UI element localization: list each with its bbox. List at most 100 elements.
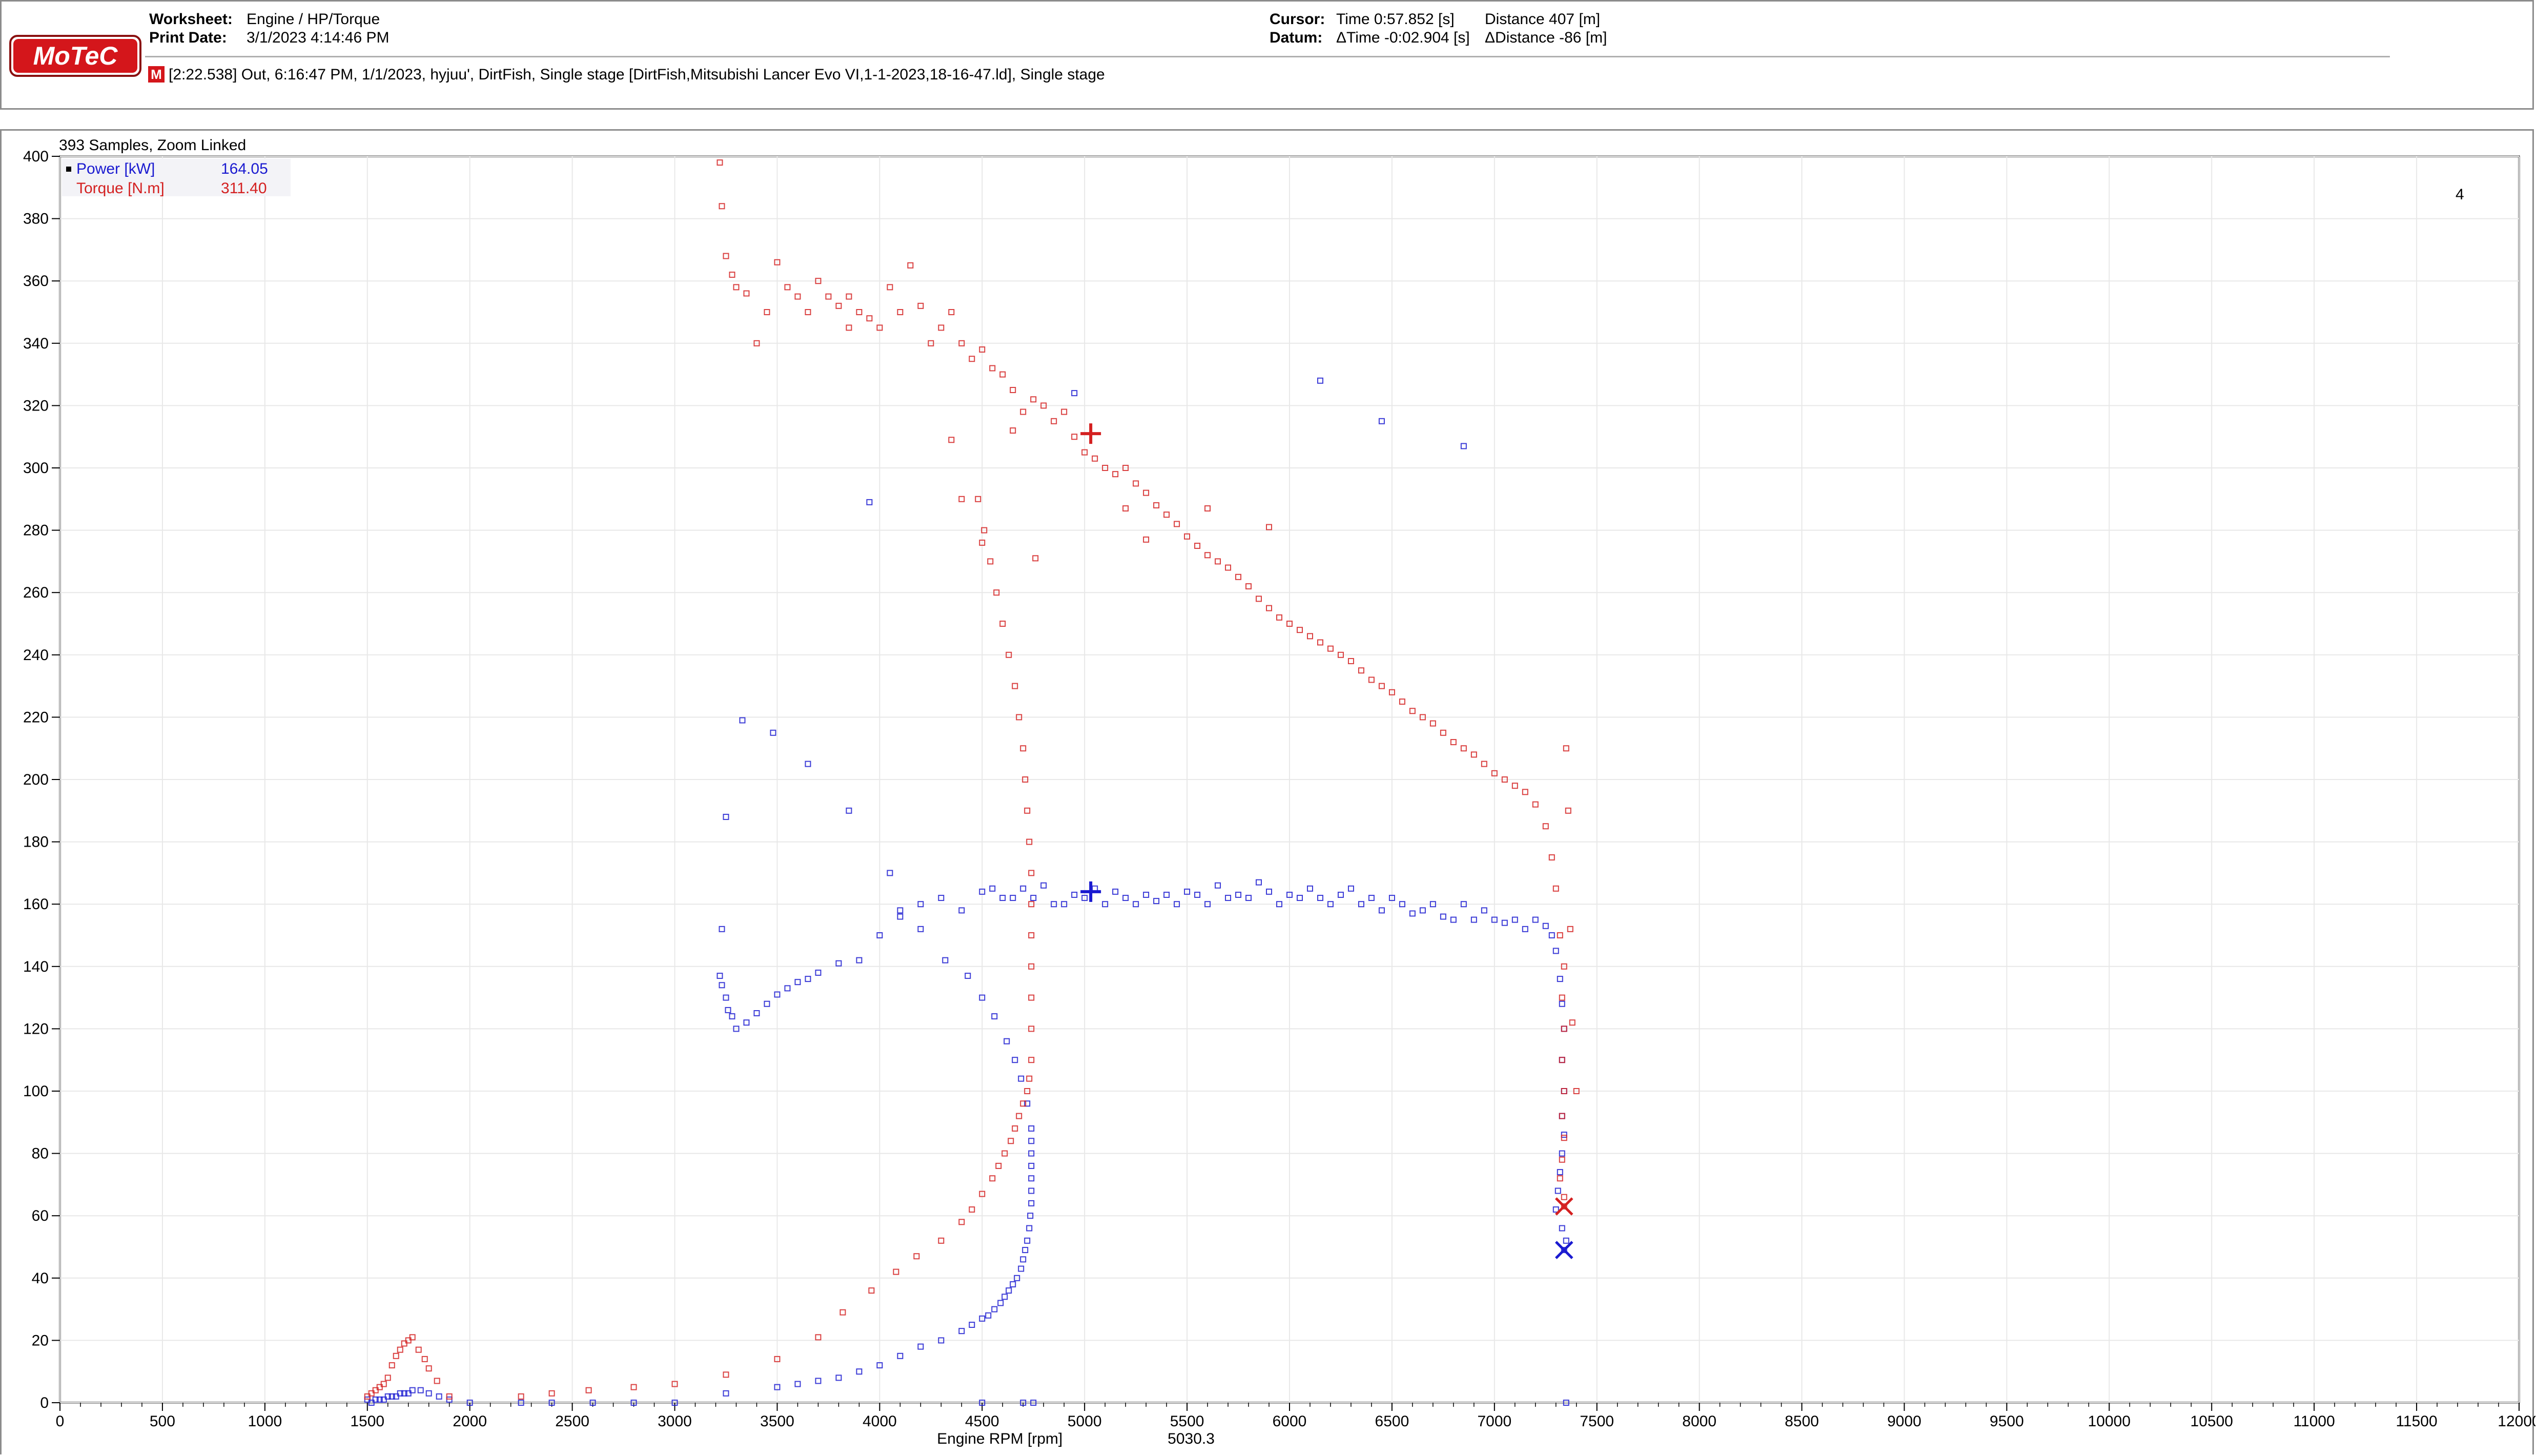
scatter-point [846, 293, 852, 300]
scatter-point [917, 926, 924, 932]
scatter-point [1358, 667, 1364, 674]
scatter-point [981, 527, 988, 534]
scatter-point [1563, 745, 1569, 752]
scatter-point [999, 371, 1006, 378]
scatter-point [409, 1387, 416, 1393]
scatter-point [764, 1000, 770, 1007]
scatter-point [979, 1315, 986, 1322]
scatter-point [1028, 1175, 1035, 1182]
scatter-point [1559, 1113, 1565, 1119]
scatter-point [917, 901, 924, 908]
scatter-point [729, 272, 735, 278]
scatter-point [1016, 714, 1022, 721]
scatter-point [719, 982, 725, 989]
scatter-point [893, 1268, 899, 1275]
scatter-point [421, 1356, 428, 1362]
scatter-point [1143, 489, 1150, 496]
scatter-point [784, 985, 791, 992]
scatter-point [979, 1400, 986, 1406]
scatter-point [1018, 1265, 1025, 1272]
scatter-point [866, 499, 873, 505]
datum-label: Datum: [1270, 29, 1323, 46]
scatter-point [1522, 789, 1528, 795]
scatter-point [1225, 564, 1232, 571]
scatter-point [1028, 1200, 1035, 1206]
scatter-point [1276, 901, 1283, 908]
scatter-point [1429, 720, 1436, 727]
lap-info: [2:22.538] Out, 6:16:47 PM, 1/1/2023, hy… [169, 66, 1105, 83]
scatter-point [1225, 895, 1232, 901]
scatter-point [548, 1400, 555, 1406]
scatter-point [1122, 505, 1129, 512]
scatter-point [1358, 901, 1364, 908]
scatter-point [723, 813, 729, 820]
scatter-graph-panel[interactable]: 393 Samples, Zoom Linked 0 500 1000 1500 2000… [0, 129, 2535, 1456]
scatter-point [1440, 913, 1446, 920]
scatter-point [969, 356, 975, 362]
y-tick-label: 260 [23, 584, 49, 601]
scatter-point [436, 1393, 442, 1400]
scatter-point [913, 1253, 920, 1260]
scatter-point [1020, 745, 1027, 752]
x-tick-label: 4500 [965, 1413, 999, 1430]
scatter-point [1347, 885, 1354, 892]
scatter-point [1194, 891, 1201, 898]
scatter-point [1368, 676, 1375, 683]
scatter-point [1204, 505, 1211, 512]
scatter-point [897, 913, 904, 920]
scatter-point [393, 1352, 399, 1359]
scatter-point [1491, 916, 1498, 923]
scatter-point [794, 979, 801, 986]
scatter-point [405, 1337, 412, 1344]
scatter-point [1008, 1138, 1014, 1144]
scatter-point [671, 1381, 678, 1387]
scatter-point [1557, 1169, 1563, 1176]
scatter-point [1561, 1135, 1567, 1141]
y-tick-label: 200 [23, 771, 49, 788]
scatter-point [384, 1393, 391, 1400]
x-axis-label: Engine RPM [rpm] [937, 1430, 1062, 1447]
x-tick-label: 10000 [2088, 1413, 2131, 1430]
scatter-point [719, 203, 725, 210]
scatter-point [958, 1328, 965, 1335]
scatter-point [1450, 739, 1457, 746]
scatter-point [1163, 891, 1170, 898]
scatter-point [368, 1390, 375, 1397]
scatter-point [401, 1390, 407, 1397]
scatter-point [897, 907, 904, 914]
scatter-point [372, 1387, 379, 1393]
scatter-point [1030, 1400, 1037, 1406]
scatter-point [1010, 895, 1016, 901]
scatter-point [1399, 901, 1405, 908]
scatter-point [948, 437, 955, 443]
scatter-point [384, 1375, 391, 1381]
y-tick-label: 80 [32, 1145, 49, 1162]
scatter-point [942, 957, 949, 963]
scatter-point [1028, 1125, 1035, 1132]
scatter-point [1030, 396, 1037, 403]
scatter-point [1501, 776, 1508, 783]
scatter-point [434, 1378, 440, 1384]
scatter-point [907, 262, 914, 269]
scatter-point [938, 1337, 945, 1344]
scatter-point [723, 994, 729, 1001]
scatter-point [1071, 434, 1078, 440]
x-tick-label: 7500 [1580, 1413, 1614, 1430]
y-tick-label: 40 [32, 1270, 49, 1287]
x-tick-label: 500 [150, 1413, 175, 1430]
y-tick-label: 340 [23, 335, 49, 352]
x-tick-label: 9500 [1990, 1413, 2024, 1430]
scatter-point [1276, 614, 1283, 621]
scatter-point [1020, 1400, 1027, 1406]
scatter-point [1102, 465, 1109, 471]
scatter-point [725, 1007, 731, 1013]
scatter-point [368, 1400, 375, 1406]
scatter-point [1561, 1194, 1567, 1200]
scatter-point [1163, 511, 1170, 518]
scatter-point [1327, 645, 1334, 652]
scatter-point [1235, 573, 1242, 580]
scatter-point [1016, 1113, 1022, 1119]
scatter-point [1026, 838, 1033, 845]
scatter-point [1204, 552, 1211, 559]
